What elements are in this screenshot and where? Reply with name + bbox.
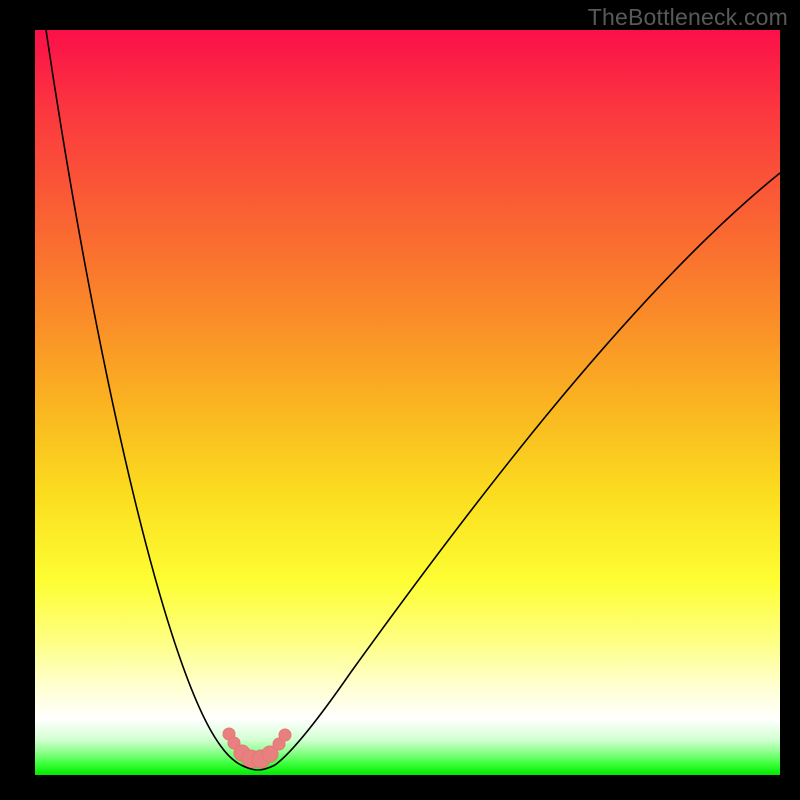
bottleneck-curve (35, 30, 780, 775)
curve-left-branch (46, 30, 241, 765)
plot-area (35, 30, 780, 775)
valley-markers (223, 728, 291, 768)
canvas: TheBottleneck.com (0, 0, 800, 800)
curve-right-branch (275, 173, 780, 765)
watermark-text: TheBottleneck.com (588, 4, 788, 31)
valley-marker (279, 729, 291, 741)
